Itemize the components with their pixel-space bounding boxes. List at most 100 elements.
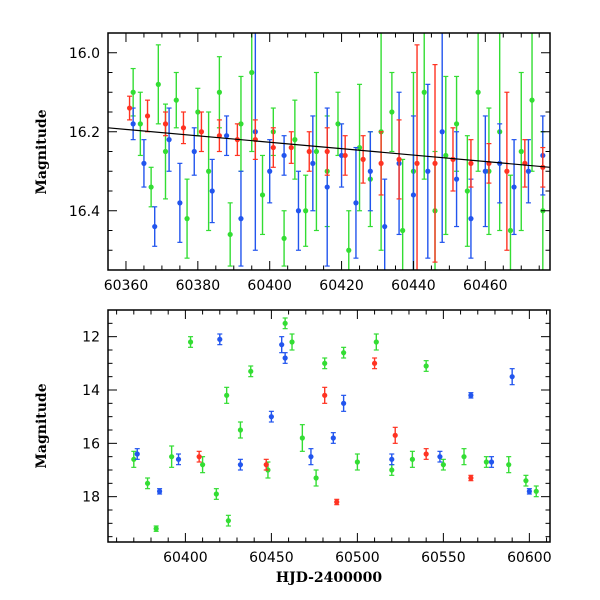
top-point-1-23 [453, 131, 460, 228]
top-x-tick-label-5: 60460 [463, 278, 508, 294]
bottom-point-1-6 [279, 336, 285, 354]
top-point-1-16 [353, 146, 359, 259]
top-point-2-7 [252, 119, 258, 160]
top-point-0-33 [475, 33, 481, 172]
bottom-point-0-13 [289, 333, 295, 351]
top-point-1-11 [281, 135, 287, 176]
top-point-0-38 [529, 33, 535, 172]
top-x-tick-label-0: 60360 [104, 278, 149, 294]
bottom-point-0-25 [483, 456, 489, 468]
bottom-point-1-1 [156, 488, 163, 495]
top-point-0-6 [184, 178, 190, 259]
bottom-y-tick-label-1: 14 [82, 383, 100, 399]
top-point-0-16 [292, 99, 298, 180]
top-point-0-37 [518, 71, 524, 232]
bottom-point-1-14 [488, 456, 495, 468]
bottom-series-0 [131, 317, 539, 532]
bottom-point-0-26 [506, 456, 512, 474]
bottom-y-tick-label-0: 12 [82, 330, 100, 346]
top-point-1-13 [310, 115, 316, 212]
bottom-point-1-9 [330, 432, 336, 444]
top-point-2-1 [144, 99, 151, 133]
bottom-point-1-8 [308, 448, 314, 466]
top-y-tick-label-0: 16.0 [69, 46, 100, 62]
top-point-0-3 [155, 44, 161, 125]
top-point-1-0 [130, 107, 136, 141]
top-point-2-4 [198, 111, 205, 153]
bottom-point-1-12 [437, 450, 443, 463]
bottom-plot-frame [107, 309, 551, 543]
top-y-tick-label-2: 16.4 [69, 204, 100, 220]
bottom-point-2-6 [423, 448, 429, 460]
bottom-point-0-24 [461, 448, 467, 466]
top-point-2-17 [432, 63, 438, 263]
bottom-point-0-4 [187, 336, 194, 348]
top-point-1-8 [238, 170, 244, 267]
top-point-1-18 [382, 178, 388, 270]
bottom-point-0-1 [144, 477, 151, 490]
top-point-0-17 [303, 174, 309, 247]
top-point-0-28 [421, 33, 427, 180]
bottom-point-0-8 [225, 514, 231, 527]
top-point-2-10 [306, 131, 312, 172]
bottom-point-0-6 [213, 488, 219, 500]
top-trend-line [108, 127, 550, 168]
bottom-x-tick-label-3: 60550 [421, 550, 466, 566]
top-point-1-15 [338, 123, 345, 188]
bottom-point-1-5 [268, 410, 274, 423]
top-point-0-15 [281, 210, 287, 267]
bottom-point-1-10 [341, 394, 347, 412]
top-point-2-21 [504, 91, 510, 251]
bottom-point-0-20 [389, 464, 395, 476]
bottom-point-0-7 [224, 386, 230, 404]
top-point-1-27 [511, 139, 517, 236]
top-point-2-0 [126, 95, 133, 121]
top-point-0-30 [443, 75, 449, 236]
top-point-1-24 [468, 178, 474, 259]
bottom-point-1-4 [237, 458, 244, 471]
top-point-2-15 [396, 119, 402, 200]
top-x-tick-label-4: 60440 [391, 278, 436, 294]
bottom-point-0-19 [373, 333, 379, 351]
top-series-0 [130, 33, 546, 270]
top-point-1-12 [295, 170, 302, 251]
bottom-point-1-11 [389, 453, 395, 466]
top-point-1-2 [152, 206, 158, 247]
top-y-tick-label-1: 16.2 [69, 125, 100, 141]
top-point-1-22 [439, 33, 445, 243]
top-point-1-25 [482, 115, 488, 228]
bottom-point-0-2 [153, 525, 159, 532]
top-point-0-18 [313, 71, 320, 232]
bottom-point-1-3 [217, 333, 223, 346]
bottom-point-2-2 [322, 386, 328, 404]
top-point-1-10 [267, 139, 273, 204]
bottom-point-0-5 [199, 456, 206, 474]
bottom-point-0-3 [169, 445, 175, 468]
top-point-0-10 [227, 202, 233, 267]
top-point-2-18 [450, 127, 456, 192]
top-point-2-11 [324, 127, 330, 176]
top-point-2-14 [378, 131, 384, 196]
bottom-series-1 [134, 333, 532, 495]
top-series-1 [130, 33, 546, 270]
top-point-0-32 [464, 135, 470, 247]
top-point-2-5 [216, 119, 222, 153]
top-point-2-22 [522, 139, 528, 188]
bottom-point-1-16 [526, 488, 532, 495]
bottom-series-2 [196, 357, 474, 506]
bottom-point-0-22 [423, 360, 429, 372]
top-point-1-3 [166, 107, 172, 172]
bottom-point-2-3 [334, 498, 340, 506]
top-point-2-3 [180, 111, 187, 145]
bottom-x-axis-label: HJD-2400000 [276, 570, 383, 586]
bottom-point-0-21 [409, 450, 416, 468]
top-point-0-13 [259, 154, 266, 236]
bottom-point-0-28 [533, 485, 539, 498]
top-point-0-21 [346, 210, 352, 270]
top-point-2-20 [486, 143, 492, 184]
bottom-point-0-15 [313, 469, 319, 487]
bottom-plot-area [131, 317, 539, 532]
bottom-point-0-12 [282, 317, 288, 330]
top-point-0-5 [173, 71, 179, 129]
bottom-point-2-0 [196, 450, 202, 463]
